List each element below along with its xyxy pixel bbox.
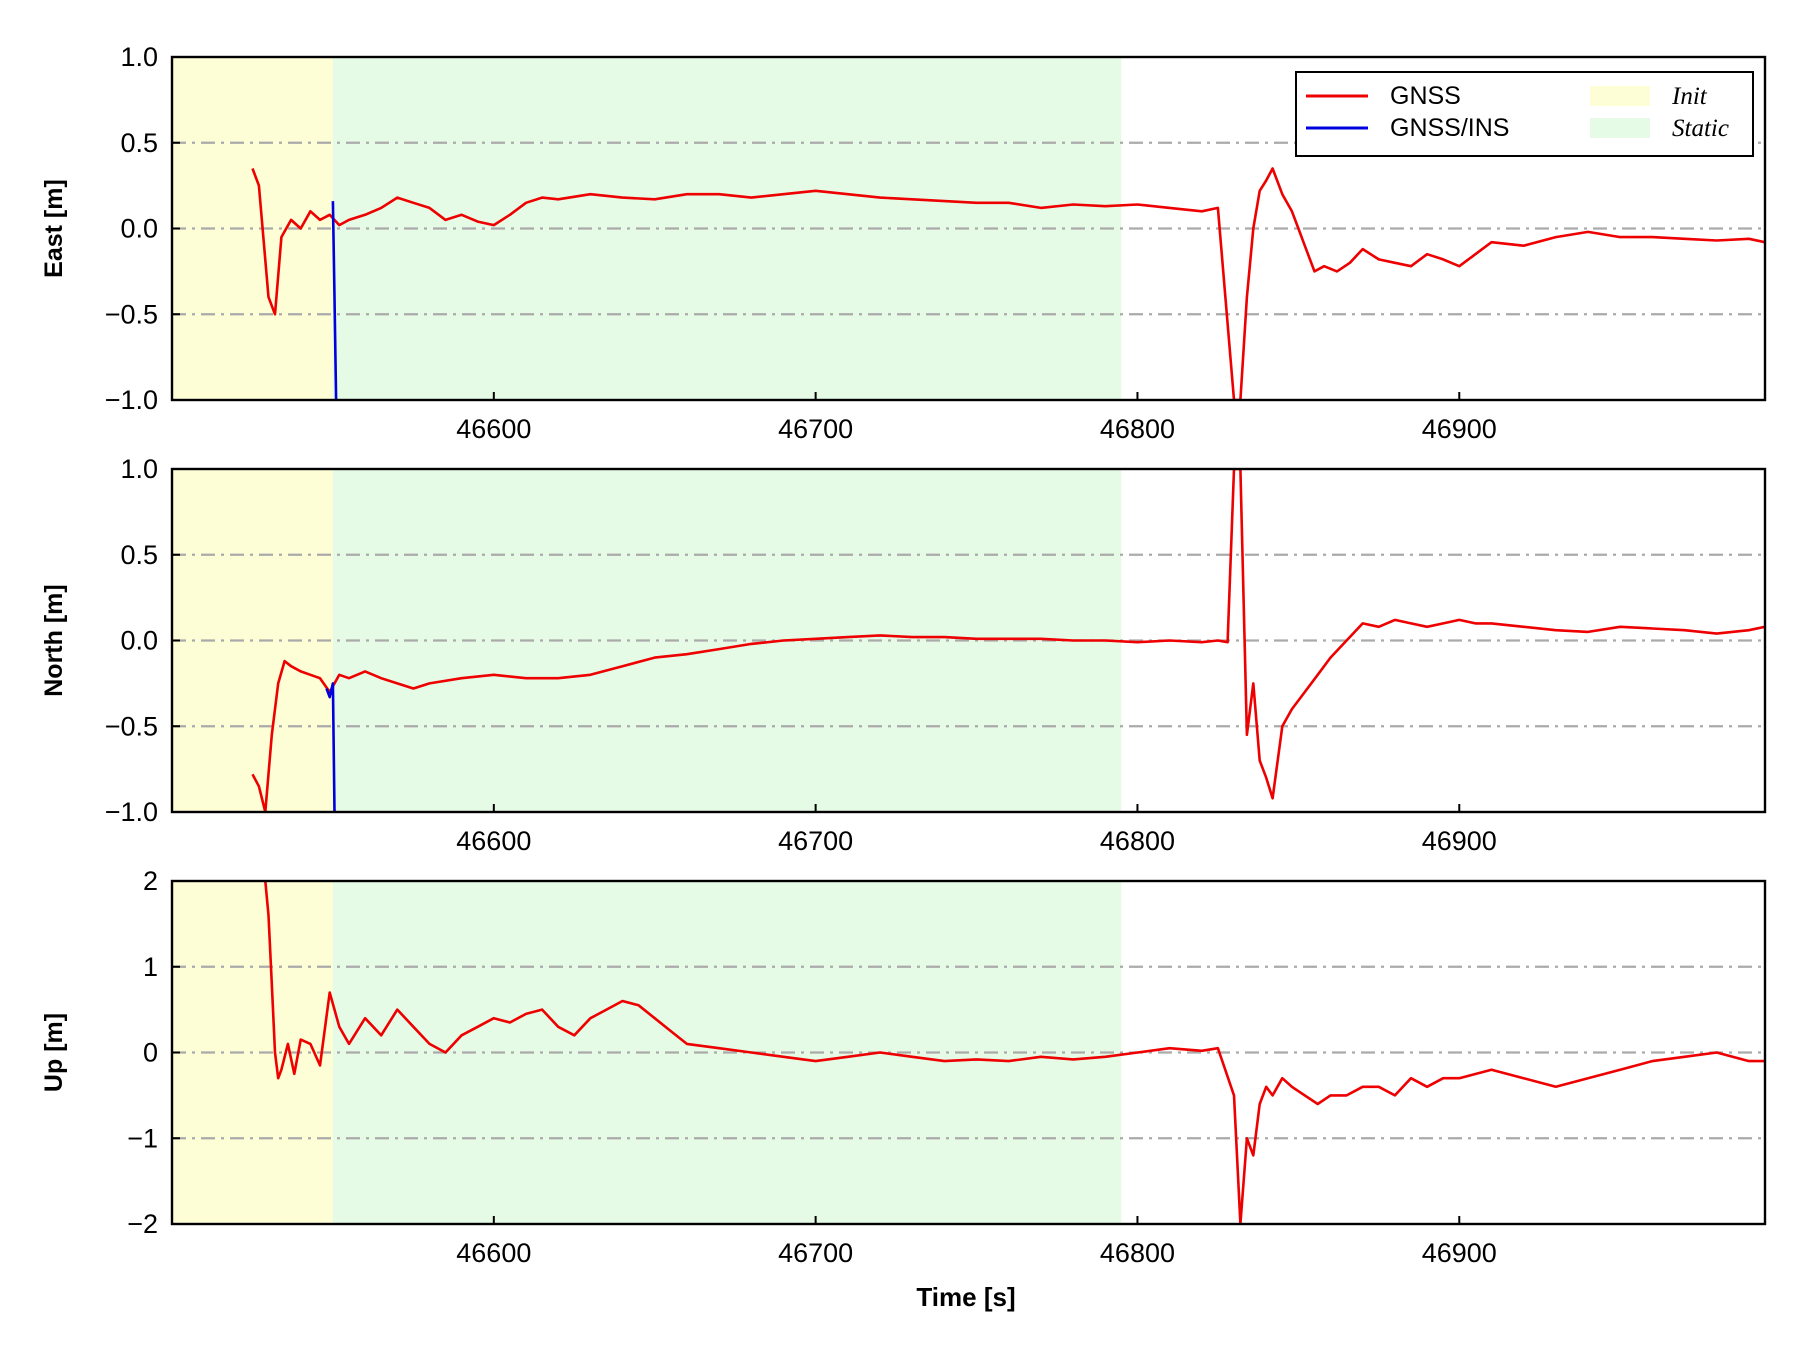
x-tick-label: 46700	[778, 1238, 853, 1268]
y-tick-label: −0.5	[105, 711, 158, 741]
y-tick-label: −1.0	[105, 797, 158, 827]
x-tick-label: 46600	[456, 1238, 531, 1268]
series-line-gnss	[264, 881, 1765, 1224]
panel-1: −1.0 −0.5 0.0 0.5 1.0 46600 46700 46800 46900 Eas…	[40, 42, 1767, 444]
series-line-gnss	[251, 469, 1765, 812]
y-tick-label: −0.5	[105, 299, 158, 329]
legend-label: Static	[1672, 115, 1729, 142]
x-tick-label: 46600	[456, 414, 531, 444]
legend-label: GNSS	[1390, 82, 1461, 110]
x-tick-label: 46800	[1100, 826, 1175, 856]
x-tick-label: 46900	[1422, 414, 1497, 444]
y-tick-label: 0.0	[120, 626, 158, 656]
y-tick-label: 0.5	[120, 540, 158, 570]
series-line-gnss-ins	[325, 682, 336, 812]
legend-swatch-static	[1590, 118, 1650, 138]
legend: GNSS GNSS/INS Init Static	[1295, 71, 1754, 157]
series-line-gnss-ins	[331, 201, 338, 400]
y-tick-label: 0.0	[120, 214, 158, 244]
x-tick-label: 46600	[456, 826, 531, 856]
y-tick-label: −1.0	[105, 385, 158, 415]
legend-frame	[1295, 71, 1754, 157]
y-tick-label: 0.5	[120, 128, 158, 158]
series-line-gnss	[251, 167, 1765, 400]
y-tick-label: −1	[127, 1123, 158, 1153]
legend-label: Init	[1671, 83, 1708, 110]
y-tick-label: 1.0	[120, 42, 158, 72]
y-tick-label: 1.0	[120, 454, 158, 484]
panel-2: −1.0 −0.5 0.0 0.5 1.0 46600 46700 46800 46900 Nor…	[40, 454, 1767, 856]
y-axis-label: Up [m]	[40, 1013, 68, 1092]
legend-swatch-init	[1590, 86, 1650, 106]
x-tick-label: 46700	[778, 414, 853, 444]
y-tick-label: 2	[143, 866, 158, 896]
panel-3: −2 −1 0 1 2 46600 46700 46800 46900 Up [m]	[40, 866, 1767, 1268]
legend-label: GNSS/INS	[1390, 114, 1509, 142]
y-tick-label: −2	[127, 1209, 158, 1239]
x-tick-label: 46800	[1100, 1238, 1175, 1268]
y-tick-label: 1	[143, 952, 158, 982]
y-axis-label: North [m]	[40, 584, 68, 696]
y-tick-label: 0	[143, 1038, 158, 1068]
x-tick-label: 46700	[778, 826, 853, 856]
x-tick-label: 46800	[1100, 414, 1175, 444]
x-tick-label: 46900	[1422, 826, 1497, 856]
y-axis-label: East [m]	[40, 179, 68, 278]
x-tick-label: 46900	[1422, 1238, 1497, 1268]
x-axis-label: Time [s]	[916, 1282, 1015, 1312]
